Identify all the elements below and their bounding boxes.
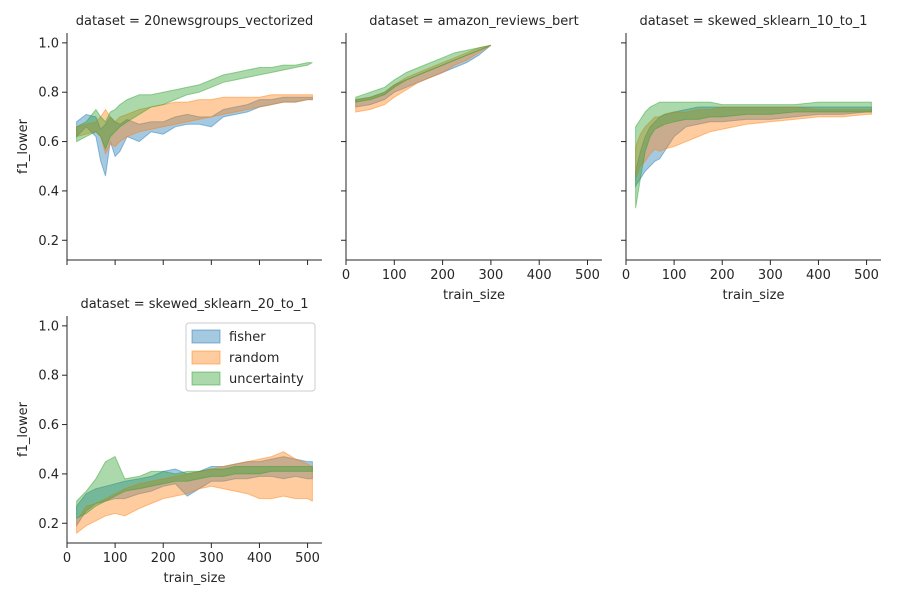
panel-title: dataset = 20newsgroups_vectorized: [76, 14, 313, 29]
x-tick-label: 500: [295, 551, 320, 566]
y-tick-label: 0.4: [38, 467, 59, 482]
y-tick-label: 0.2: [38, 517, 59, 532]
x-tick-label: 400: [806, 268, 831, 283]
band-fisher: [76, 96, 313, 177]
y-tick-label: 0.4: [38, 184, 59, 199]
x-tick-label: 300: [199, 551, 224, 566]
band-random: [76, 94, 313, 156]
x-tick-label: 400: [527, 268, 552, 283]
y-tick-label: 1.0: [38, 319, 59, 334]
x-tick-label: 100: [662, 268, 687, 283]
band-uncertainty: [76, 455, 313, 520]
panel-4: dataset = skewed_sklearn_20_to_1 0 100 200 3…: [16, 297, 322, 586]
x-tick-label: 200: [430, 268, 455, 283]
legend-label-fisher: fisher: [229, 330, 266, 345]
y-tick-label: 0.2: [38, 234, 59, 249]
panel-1: dataset = 20newsgroups_vectorized 0.2 0.4 0…: [16, 14, 322, 265]
y-tick-label: 0.8: [38, 86, 59, 101]
band-fisher: [355, 44, 492, 108]
panel-title: dataset = amazon_reviews_bert: [369, 14, 578, 29]
x-axis-label: train_size: [164, 571, 226, 586]
x-tick-label: 0: [622, 268, 630, 283]
x-tick-label: 0: [63, 551, 71, 566]
legend-frame: [185, 322, 316, 392]
band-uncertainty: [355, 44, 492, 103]
panel-title: dataset = skewed_sklearn_20_to_1: [80, 297, 308, 312]
x-tick-label: 200: [151, 551, 176, 566]
x-tick-label: 100: [382, 268, 407, 283]
legend-swatch-uncertainty: [191, 371, 221, 386]
band-random: [355, 44, 492, 113]
x-tick-label: 300: [478, 268, 503, 283]
legend: fisher random uncertainty: [185, 322, 316, 392]
band-fisher: [76, 456, 313, 528]
y-tick-label: 0.6: [38, 135, 59, 150]
band-random: [635, 106, 872, 179]
panel-2: dataset = amazon_reviews_bert 0 100 200 300 4…: [341, 14, 602, 303]
panel-title: dataset = skewed_sklearn_10_to_1: [639, 14, 867, 29]
y-axis-label: f1_lower: [16, 401, 31, 457]
x-tick-label: 200: [710, 268, 735, 283]
band-fisher: [635, 106, 872, 188]
x-tick-label: 100: [103, 551, 128, 566]
legend-label-uncertainty: uncertainty: [229, 372, 304, 387]
y-axis-label: f1_lower: [16, 118, 31, 174]
band-uncertainty: [76, 62, 313, 151]
x-axis-label: train_size: [443, 288, 505, 303]
x-tick-label: 500: [854, 268, 879, 283]
x-tick-label: 300: [758, 268, 783, 283]
y-tick-label: 1.0: [38, 36, 59, 51]
y-tick-label: 0.8: [38, 369, 59, 384]
legend-label-random: random: [229, 351, 279, 366]
panel-3: dataset = skewed_sklearn_10_to_1 0 100 200 3…: [621, 14, 881, 303]
y-tick-label: 0.6: [38, 418, 59, 433]
legend-swatch-fisher: [191, 329, 221, 344]
x-tick-label: 0: [342, 268, 350, 283]
band-random: [76, 451, 313, 535]
legend-swatch-random: [191, 350, 221, 365]
x-tick-label: 500: [575, 268, 600, 283]
panels-layer: dataset = 20newsgroups_vectorized 0.2 0.4 0…: [16, 14, 881, 586]
x-tick-label: 400: [247, 551, 272, 566]
x-axis-label: train_size: [723, 288, 785, 303]
band-uncertainty: [635, 101, 872, 209]
